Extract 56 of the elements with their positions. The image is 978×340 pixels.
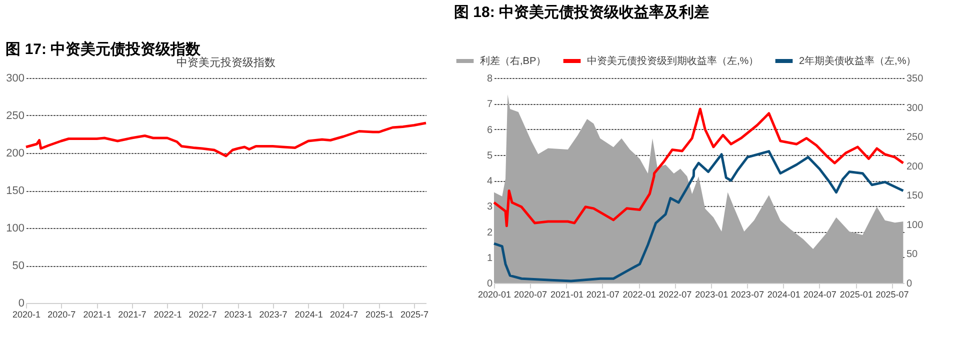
y-tick-label: 150 bbox=[6, 185, 24, 197]
x-tick-label: 2022-7 bbox=[188, 310, 217, 320]
y2-tick-label: 50 bbox=[906, 249, 918, 260]
y-tick-label: 300 bbox=[6, 72, 24, 84]
x-tick-label: 2020-1 bbox=[12, 310, 41, 320]
y-tick-label: 250 bbox=[6, 110, 24, 122]
y2-tick-label: 350 bbox=[906, 74, 924, 84]
x-tick-label: 2025-1 bbox=[366, 310, 394, 320]
x-tick-label: 2023-01 bbox=[695, 290, 728, 300]
chart-title: 图 17: 中资美元债投资级指数 bbox=[6, 40, 202, 58]
x-tick-label: 2024-1 bbox=[294, 310, 323, 320]
x-tick-label: 2024-07 bbox=[803, 290, 836, 300]
y-tick-label: 0 bbox=[486, 278, 493, 290]
legend-label: 中资美元债投资级到期收益率（左,%） bbox=[587, 55, 759, 67]
y-tick-label: 100 bbox=[6, 222, 24, 234]
x-tick-label: 2021-1 bbox=[83, 310, 112, 320]
y2-tick-label: 250 bbox=[906, 132, 924, 144]
y2-tick-label: 300 bbox=[906, 102, 924, 114]
y-tick-label: 50 bbox=[12, 260, 24, 272]
x-tick-label: 2021-07 bbox=[586, 290, 620, 300]
y-tick-label: 6 bbox=[486, 124, 493, 136]
x-tick-label: 2020-07 bbox=[514, 290, 548, 300]
x-tick-label: 2021-01 bbox=[550, 290, 584, 300]
y-tick-label: 1 bbox=[486, 252, 493, 264]
y-tick-label: 8 bbox=[486, 74, 493, 84]
y2-tick-label: 150 bbox=[906, 190, 924, 202]
x-tick-label: 2022-01 bbox=[622, 290, 656, 300]
x-tick-label: 2023-1 bbox=[224, 310, 252, 320]
line-series bbox=[24, 122, 428, 158]
x-tick-label: 2024-7 bbox=[330, 310, 358, 320]
y-tick-label: 0 bbox=[18, 298, 24, 310]
y2-tick-label: 200 bbox=[906, 161, 924, 172]
x-tick-label: 2022-1 bbox=[154, 310, 182, 320]
line-series bbox=[492, 108, 904, 228]
y-tick-label: 200 bbox=[6, 148, 24, 160]
x-tick-label: 2023-07 bbox=[730, 290, 764, 300]
x-tick-label: 2023-7 bbox=[259, 310, 288, 320]
y-tick-label: 5 bbox=[486, 150, 493, 162]
y-tick-label: 4 bbox=[486, 176, 493, 187]
y-tick-label: 2 bbox=[486, 227, 493, 238]
x-tick-label: 2025-7 bbox=[400, 310, 429, 320]
x-tick-label: 2022-07 bbox=[658, 290, 692, 300]
x-tick-label: 2025-01 bbox=[840, 290, 873, 300]
x-tick-label: 2020-01 bbox=[478, 290, 512, 300]
x-tick-label: 2021-7 bbox=[118, 310, 146, 320]
legend-label: 利差（右,BP） bbox=[480, 55, 546, 67]
x-tick-label: 2024-01 bbox=[767, 290, 800, 300]
x-tick-label: 2025-07 bbox=[876, 290, 909, 300]
y2-tick-label: 100 bbox=[906, 220, 924, 231]
chart-subtitle: 中资美元投资级指数 bbox=[176, 56, 276, 69]
x-tick-label: 2020-7 bbox=[48, 310, 76, 320]
y-tick-label: 3 bbox=[486, 202, 493, 213]
chart-title: 图 18: 中资美元债投资级收益率及利差 bbox=[454, 3, 710, 21]
y-tick-label: 7 bbox=[486, 99, 493, 110]
legend-label: 2年期美债收益率（左,%） bbox=[799, 55, 916, 67]
y2-tick-label: 0 bbox=[906, 278, 912, 290]
